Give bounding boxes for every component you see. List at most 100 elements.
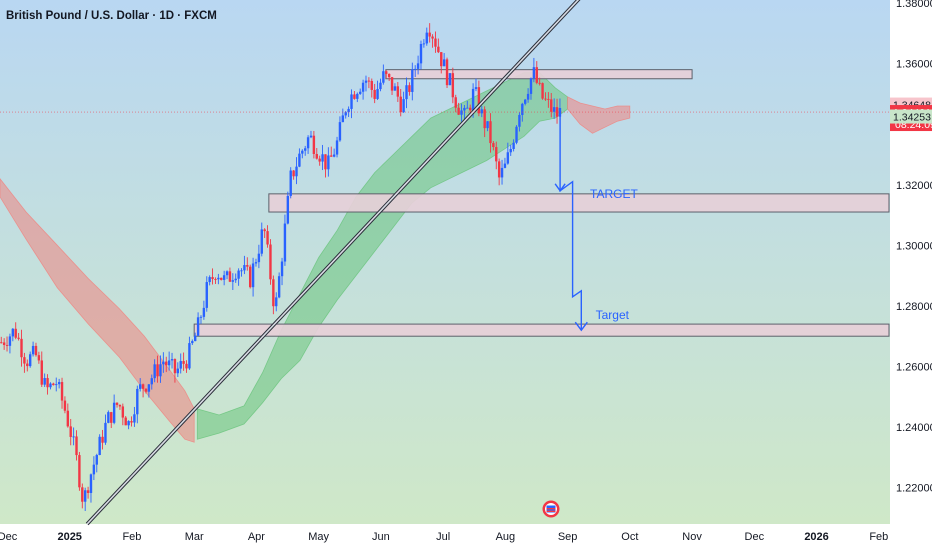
- bullish-candle: [552, 107, 556, 112]
- x-tick-label: Feb: [869, 531, 888, 543]
- bullish-candle: [327, 155, 330, 170]
- y-tick-label: 1.28000: [896, 301, 932, 313]
- bearish-candle: [547, 98, 550, 100]
- bearish-candle: [431, 36, 434, 39]
- trendline: [86, 0, 580, 525]
- bearish-candle: [263, 229, 266, 232]
- bullish-candle: [471, 88, 475, 111]
- bullish-candle: [162, 361, 165, 365]
- bullish-candle: [95, 454, 98, 465]
- resistance-zone: [385, 69, 693, 80]
- bullish-candle: [422, 43, 426, 45]
- bullish-candle: [309, 135, 313, 138]
- bullish-candle: [8, 336, 12, 346]
- bearish-candle: [78, 455, 81, 488]
- bearish-candle: [440, 52, 443, 67]
- bullish-candle: [358, 91, 362, 94]
- bullish-candle: [526, 93, 530, 100]
- bearish-candle: [387, 73, 391, 78]
- bullish-candle: [260, 229, 263, 254]
- bullish-candle: [153, 364, 156, 379]
- bullish-candle: [419, 43, 423, 64]
- bullish-candle: [188, 343, 191, 369]
- x-tick-label: Aug: [496, 531, 516, 543]
- bullish-candle: [170, 359, 174, 361]
- bullish-candle: [28, 354, 32, 367]
- bearish-candle: [220, 277, 223, 280]
- bullish-candle: [138, 384, 142, 389]
- bearish-candle: [370, 80, 373, 90]
- bullish-candle: [338, 122, 342, 141]
- bearish-candle: [483, 109, 486, 129]
- bearish-candle: [428, 32, 431, 37]
- bearish-candle: [457, 107, 460, 115]
- bullish-candle: [72, 436, 75, 438]
- zones-layer: [193, 69, 890, 337]
- price-tag-label: 1.34253: [893, 112, 931, 124]
- bearish-candle: [156, 364, 159, 377]
- bullish-candle: [515, 126, 518, 143]
- bearish-candle: [173, 359, 177, 374]
- bullish-candle: [364, 80, 368, 83]
- bullish-candle: [425, 32, 428, 44]
- bearish-candle: [385, 71, 388, 74]
- bearish-candle: [353, 94, 356, 99]
- bullish-candle: [98, 436, 101, 455]
- support-zone: [268, 193, 890, 213]
- bullish-candle: [295, 166, 298, 177]
- bullish-candle: [306, 137, 310, 149]
- bullish-candle: [225, 271, 229, 276]
- bearish-candle: [86, 490, 90, 493]
- bullish-candle: [382, 71, 385, 83]
- bearish-candle: [390, 77, 394, 91]
- bullish-candle: [243, 265, 246, 271]
- bullish-candle: [301, 150, 304, 154]
- bullish-candle: [332, 154, 336, 157]
- bearish-candle: [20, 338, 23, 358]
- bearish-candle: [121, 406, 125, 418]
- bullish-candle: [277, 276, 281, 298]
- bearish-candle: [330, 155, 333, 157]
- bullish-candle: [205, 282, 208, 308]
- bullish-candle: [112, 402, 116, 423]
- bullish-candle: [500, 167, 504, 178]
- bearish-candle: [399, 96, 402, 113]
- bullish-candle: [208, 277, 211, 283]
- bearish-candle: [182, 361, 185, 364]
- bullish-candle: [529, 78, 533, 94]
- bearish-candle: [46, 378, 49, 388]
- bullish-candle: [234, 278, 237, 281]
- y-tick-label: 1.22000: [896, 483, 932, 495]
- bullish-candle: [150, 378, 153, 385]
- ichimoku-cloud-segment: [567, 96, 631, 134]
- bullish-candle: [402, 99, 405, 113]
- time-axis-background: [0, 524, 932, 550]
- bullish-candle: [503, 163, 507, 168]
- bearish-candle: [477, 87, 481, 114]
- price-axis-background: [890, 0, 932, 524]
- bullish-candle: [289, 170, 292, 196]
- bearish-candle: [468, 107, 472, 111]
- bearish-candle: [52, 383, 55, 386]
- bullish-candle: [57, 382, 61, 385]
- bearish-candle: [367, 80, 371, 82]
- time-axis[interactable]: Dec 2025 Feb Mar Apr May Jun Jul Aug Sep Oct Nov Dec…: [0, 531, 888, 543]
- price-axis[interactable]: 1.38000 1.36000 1.32000 1.30000 1.28000 1.260…: [890, 0, 932, 495]
- bearish-candle: [66, 410, 70, 427]
- bearish-candle: [69, 426, 72, 437]
- bearish-candle: [130, 421, 133, 423]
- bullish-candle: [376, 89, 379, 99]
- y-tick-label: 1.32000: [896, 180, 932, 192]
- flag-icon[interactable]: [542, 500, 560, 518]
- bullish-candle: [196, 317, 200, 336]
- bullish-candle: [107, 412, 110, 423]
- bearish-candle: [248, 266, 252, 288]
- bearish-candle: [211, 277, 214, 280]
- bearish-candle: [408, 85, 411, 92]
- bullish-candle: [147, 384, 151, 392]
- bullish-candle: [176, 368, 180, 374]
- bearish-candle: [81, 487, 84, 502]
- bearish-candle: [246, 265, 249, 267]
- x-tick-label: Dec: [0, 531, 18, 543]
